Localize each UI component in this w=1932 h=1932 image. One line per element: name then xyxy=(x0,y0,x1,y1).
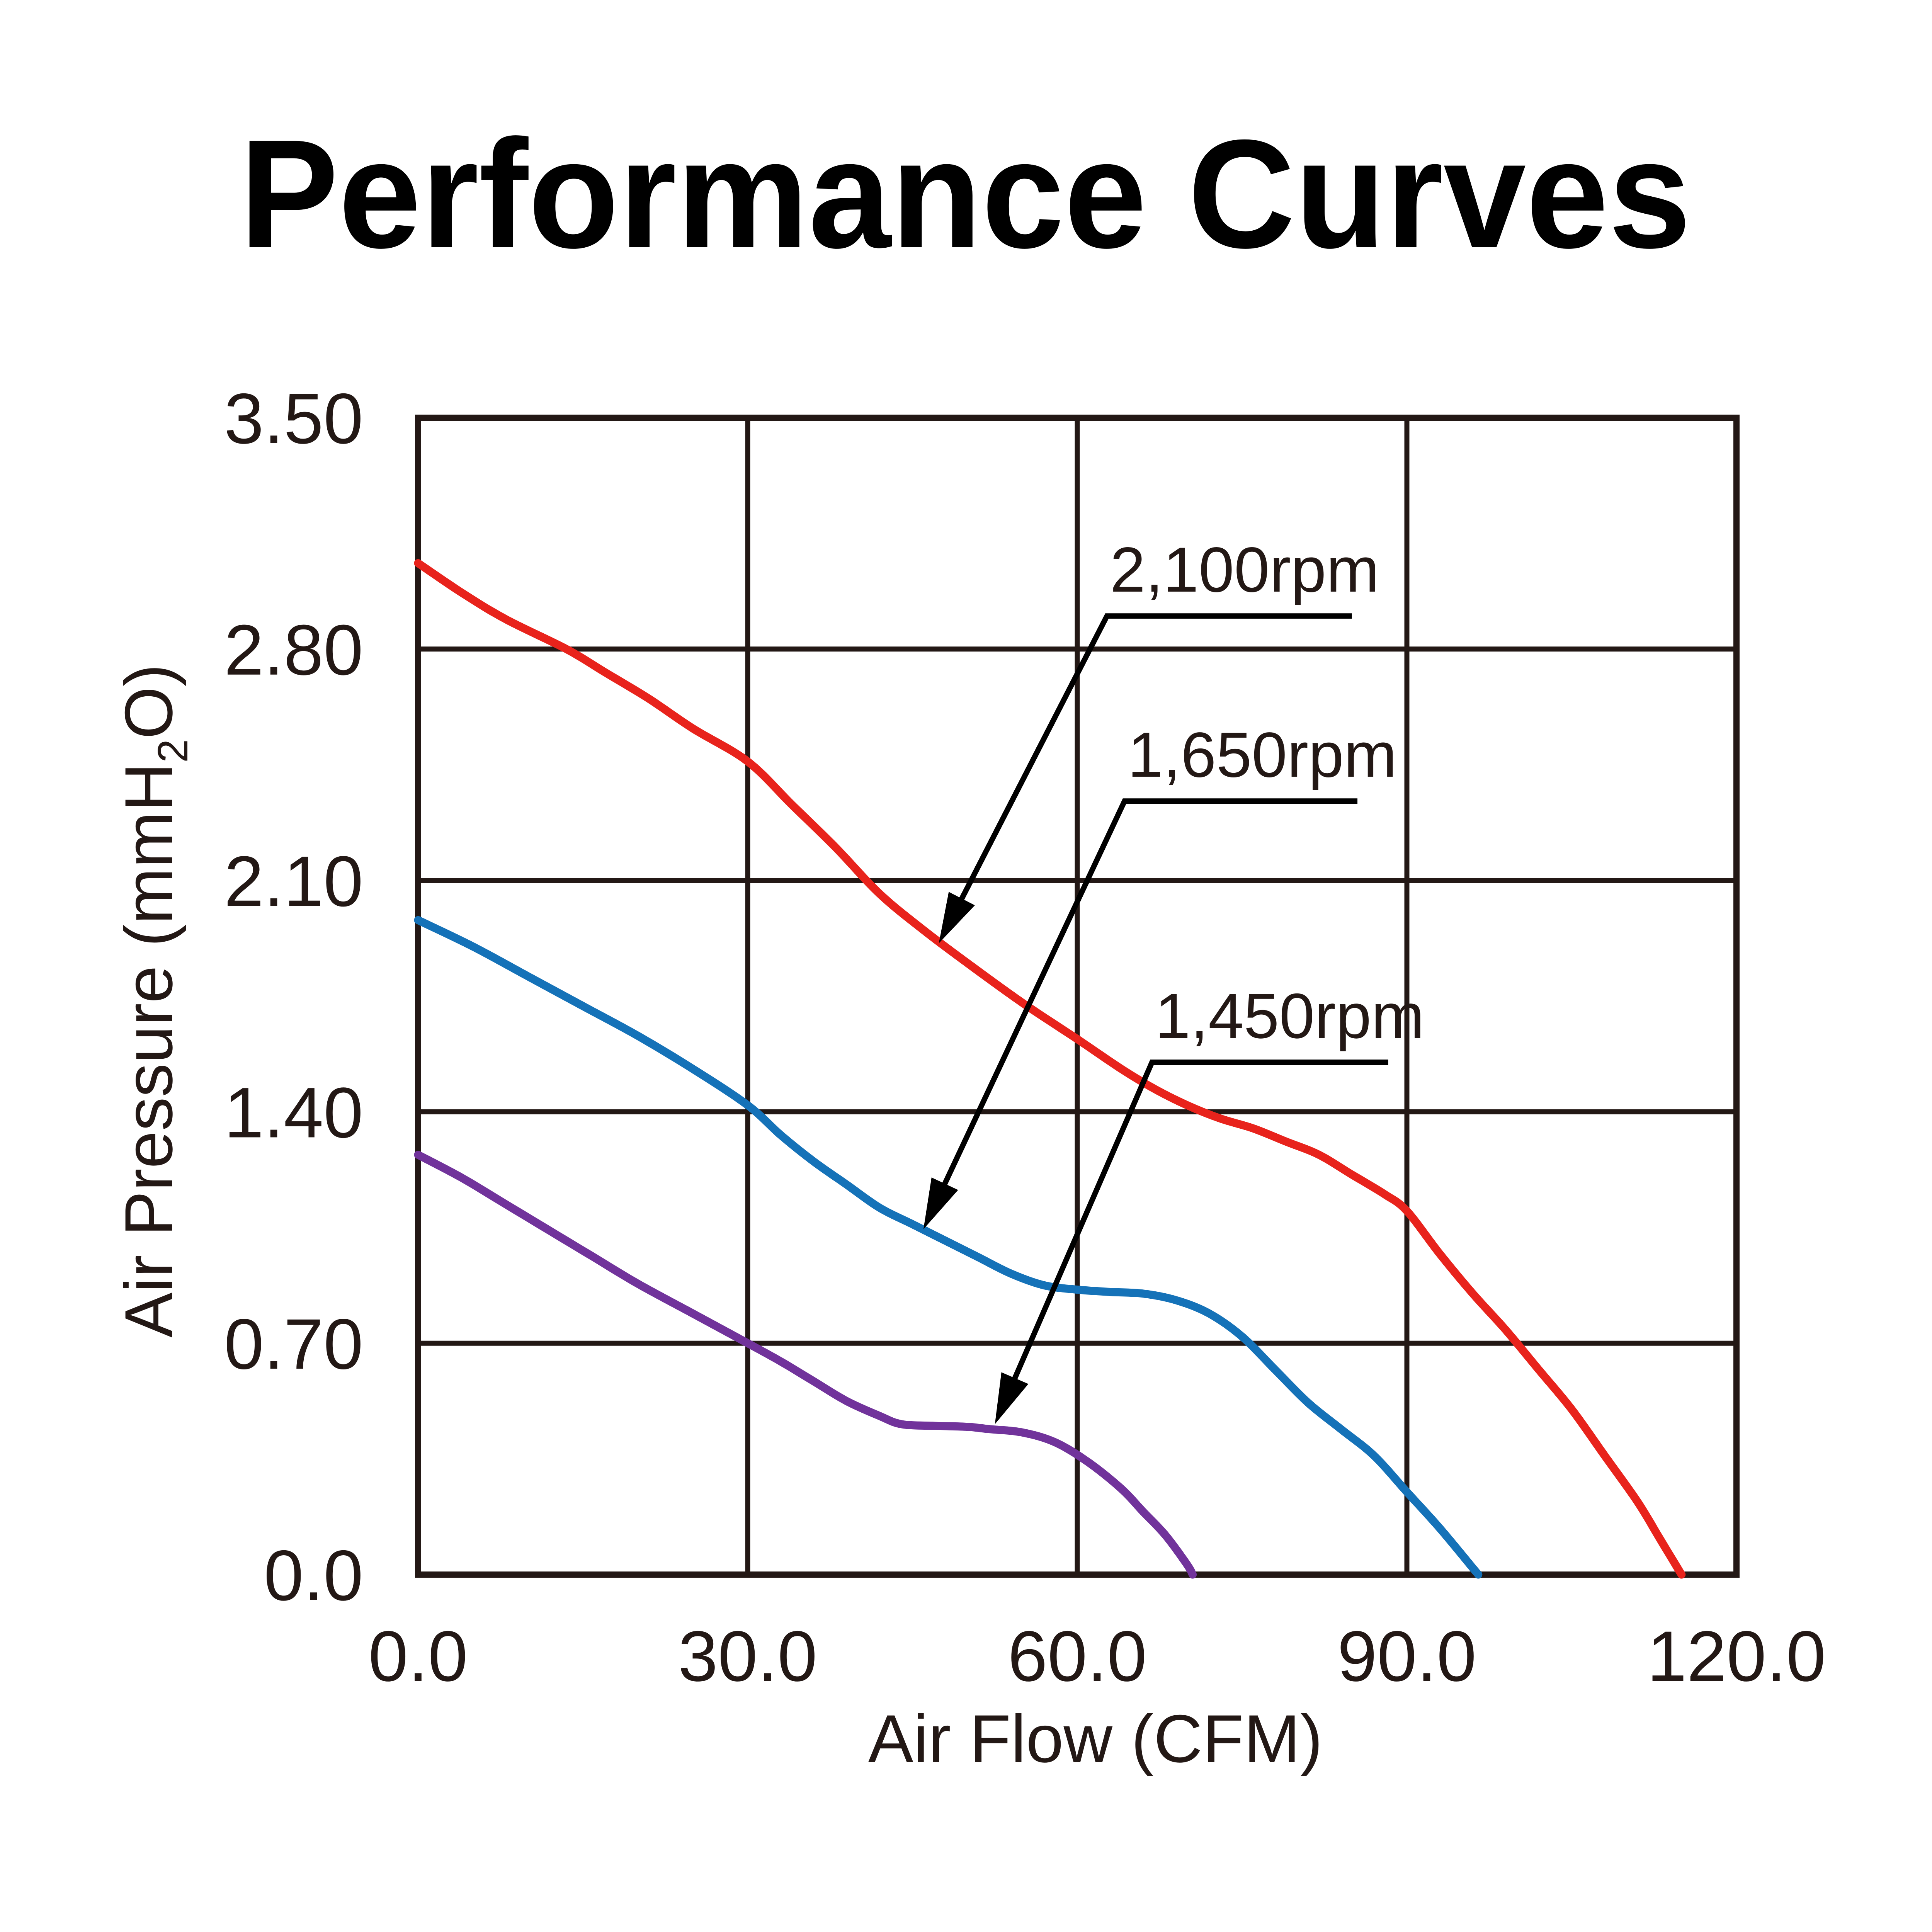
annotation-arrowhead xyxy=(995,1372,1029,1424)
y-tick-label: 3.50 xyxy=(224,379,363,459)
page-title: Performance Curves xyxy=(240,108,1691,281)
y-axis-title-suffix: O) xyxy=(111,664,187,739)
x-tick-label: 30.0 xyxy=(678,1617,817,1696)
annotation-label: 2,100rpm xyxy=(1110,534,1379,605)
annotation-arrowhead xyxy=(923,1177,958,1230)
y-tick-label: 2.80 xyxy=(224,611,363,690)
y-tick-label: 0.0 xyxy=(264,1536,363,1616)
y-tick-label: 0.70 xyxy=(224,1304,363,1384)
annotation-leader-line xyxy=(1009,1060,1388,1386)
x-tick-label: 0.0 xyxy=(368,1617,468,1696)
y-axis-title: Air Pressure (mmH2O) xyxy=(111,664,197,1337)
annotation-label: 1,650rpm xyxy=(1128,719,1397,790)
x-tick-label: 60.0 xyxy=(1008,1617,1147,1696)
curve-2100rpm xyxy=(414,559,1686,1579)
x-axis-title: Air Flow (CFM) xyxy=(868,1701,1323,1777)
annotation-arrowhead xyxy=(939,892,975,944)
annotation-leader-line xyxy=(956,613,1352,907)
y-tick-label: 2.10 xyxy=(224,842,363,922)
plot-area: 3.50 2.80 2.10 1.40 0.70 0.00.0 30.0 60.0 90.0 12… xyxy=(224,379,1826,1696)
annotation-label: 1,450rpm xyxy=(1155,980,1424,1051)
y-axis-title-subscript: 2 xyxy=(149,739,197,763)
y-axis-title-prefix: Air Pressure (mmH xyxy=(111,763,187,1338)
curve-1450rpm xyxy=(414,1151,1197,1579)
annotation-leader-line xyxy=(939,798,1358,1192)
x-tick-label: 90.0 xyxy=(1337,1617,1476,1696)
x-tick-label: 120.0 xyxy=(1647,1617,1826,1696)
plot-border xyxy=(415,415,1740,1578)
y-tick-label: 1.40 xyxy=(224,1073,363,1153)
curve-1650rpm xyxy=(414,916,1483,1579)
